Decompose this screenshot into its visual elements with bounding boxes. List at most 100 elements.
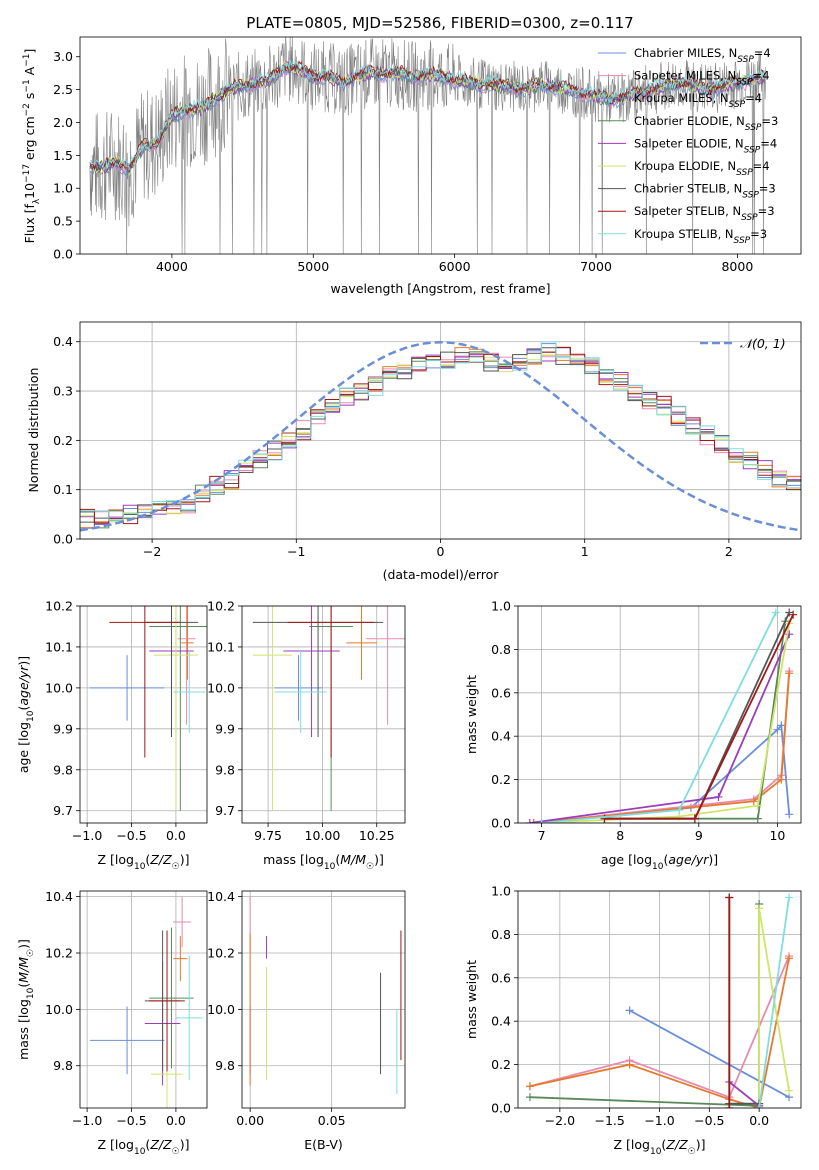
label-part: ( bbox=[145, 852, 150, 867]
label-part: ☉ bbox=[366, 862, 374, 872]
label-part: SSP bbox=[737, 55, 754, 65]
y-axis-label: Flux [fλ10−17 erg cm−2 s−1 A−1] bbox=[22, 49, 42, 244]
axes-frame bbox=[79, 890, 208, 1109]
label-part: Z [log bbox=[98, 1137, 134, 1152]
x-tick-label: 0.05 bbox=[318, 1113, 346, 1128]
y-tick-label: 9.7 bbox=[215, 803, 235, 818]
label-part: )] bbox=[374, 852, 384, 867]
plot-area bbox=[89, 606, 207, 811]
legend-entry: Kroupa ELODIE, NSSP=4 bbox=[634, 159, 770, 178]
y-tick-label: 9.8 bbox=[53, 762, 73, 777]
weight-marker bbox=[525, 1082, 534, 1091]
y-tick-label: 0.8 bbox=[491, 927, 511, 942]
x-axis-label: Z [log10(Z/Z☉)] bbox=[98, 852, 190, 872]
panel-mass_vs_Z: −1.0 −0.5 0.09.810.010.210.4Z [log10(Z/Z☉)… bbox=[16, 889, 208, 1157]
y-tick-label: 0.6 bbox=[491, 685, 511, 700]
label-part: age [log bbox=[16, 722, 31, 773]
x-tick-label: 7 bbox=[538, 828, 546, 843]
y-tick-label: 9.9 bbox=[53, 721, 73, 736]
label-part: =3 bbox=[750, 227, 767, 241]
y-tick-label: 0.0 bbox=[491, 1101, 511, 1116]
label-part: SSP bbox=[736, 168, 753, 178]
label-part: )] bbox=[180, 852, 190, 867]
weight-marker bbox=[777, 721, 786, 730]
y-tick-label: 0.4 bbox=[491, 1014, 511, 1029]
legend-entry: Chabrier ELODIE, NSSP=3 bbox=[634, 114, 778, 133]
x-tick-label: 0.0 bbox=[749, 1113, 769, 1128]
label-part: Flux [f bbox=[22, 204, 37, 244]
y-tick-label: 9.9 bbox=[215, 721, 235, 736]
legend-entry: Chabrier MILES, NSSP=4 bbox=[634, 46, 771, 65]
y-tick-label: 10.0 bbox=[45, 1002, 73, 1017]
x-tick-label: 9.75 bbox=[254, 828, 282, 843]
label-part: Z [log bbox=[614, 1137, 650, 1152]
x-tick-label: −1.5 bbox=[594, 1113, 624, 1128]
label-part: SSP bbox=[736, 78, 753, 88]
x-tick-label: 6000 bbox=[439, 259, 471, 274]
label-part: SSP bbox=[744, 145, 761, 155]
y-tick-label: 10.2 bbox=[45, 599, 73, 614]
x-tick-label: 0.0 bbox=[166, 1113, 186, 1128]
x-axis-label: E(B-V) bbox=[304, 1137, 343, 1152]
plot-area bbox=[525, 893, 794, 1108]
plot-area bbox=[80, 340, 801, 539]
x-tick-label: 5000 bbox=[297, 259, 329, 274]
label-part: ☉ bbox=[26, 949, 36, 957]
x-tick-label: 7000 bbox=[580, 259, 612, 274]
legend: 𝒩(0, 1) bbox=[700, 336, 786, 351]
label-part: −17 bbox=[22, 164, 32, 183]
y-axis-label: mass weight bbox=[464, 960, 479, 1039]
legend-entry: Kroupa STELIB, NSSP=3 bbox=[634, 227, 767, 246]
label-part: ] bbox=[22, 49, 37, 54]
label-part: Z/Z bbox=[665, 1137, 688, 1152]
label-part: λ bbox=[32, 198, 42, 204]
label-part: 10 bbox=[26, 987, 36, 999]
weight-marker bbox=[725, 893, 734, 902]
label-part: 10 bbox=[134, 862, 146, 872]
label-part: SSP bbox=[742, 191, 759, 201]
legend-entry: Salpeter STELIB, NSSP=3 bbox=[634, 204, 775, 223]
legend-entry: Kroupa MILES, NSSP=4 bbox=[634, 91, 762, 110]
label-part: Salpeter STELIB, N bbox=[634, 204, 741, 218]
y-tick-label: 0.2 bbox=[491, 772, 511, 787]
weight-marker bbox=[600, 814, 609, 823]
x-axis-label: Z [log10(Z/Z☉)] bbox=[98, 1137, 190, 1157]
label-part: Kroupa ELODIE, N bbox=[634, 159, 736, 173]
weight-series-line bbox=[533, 673, 791, 823]
weight-series-line bbox=[533, 671, 791, 823]
y-tick-label: 3.0 bbox=[53, 49, 73, 64]
label-part: ( bbox=[335, 852, 340, 867]
x-tick-label: 0.00 bbox=[236, 1113, 264, 1128]
y-tick-label: 9.7 bbox=[53, 803, 73, 818]
weight-marker bbox=[525, 819, 534, 823]
axes-frame bbox=[517, 605, 802, 824]
y-tick-label: 1.0 bbox=[53, 181, 73, 196]
label-part: =3 bbox=[761, 114, 778, 128]
axes-frame bbox=[241, 605, 406, 824]
x-tick-label: 10 bbox=[769, 828, 785, 843]
y-tick-label: 10.1 bbox=[207, 639, 235, 654]
label-part: =4 bbox=[753, 159, 770, 173]
y-tick-label: 10.0 bbox=[207, 1002, 235, 1017]
label-part: −1 bbox=[22, 79, 32, 92]
label-part: M/M bbox=[16, 957, 31, 983]
panel-mass_vs_EBV: 0.00 0.05 9.8 10.0 10.2 10.4 E(B-V) bbox=[207, 889, 406, 1152]
weight-marker bbox=[785, 954, 794, 963]
y-tick-label: 0.0 bbox=[491, 816, 511, 831]
legend-entry: Chabrier STELIB, NSSP=3 bbox=[634, 182, 776, 201]
label-part: =4 bbox=[754, 46, 771, 60]
x-tick-label: 2 bbox=[725, 544, 733, 559]
x-axis-label: mass [log10(M/M☉)] bbox=[263, 852, 384, 872]
weight-marker bbox=[785, 810, 794, 819]
y-tick-label: 1.5 bbox=[53, 148, 73, 163]
x-tick-label: −0.5 bbox=[116, 828, 146, 843]
label-part: Z/Z bbox=[149, 852, 172, 867]
x-axis-label: Z [log10(Z/Z☉)] bbox=[614, 1137, 706, 1157]
y-tick-label: 10.0 bbox=[207, 680, 235, 695]
weight-series-line bbox=[541, 623, 791, 823]
plot-area bbox=[249, 896, 402, 1094]
label-part: age/yr bbox=[16, 665, 31, 706]
label-part: SSP bbox=[741, 213, 758, 223]
